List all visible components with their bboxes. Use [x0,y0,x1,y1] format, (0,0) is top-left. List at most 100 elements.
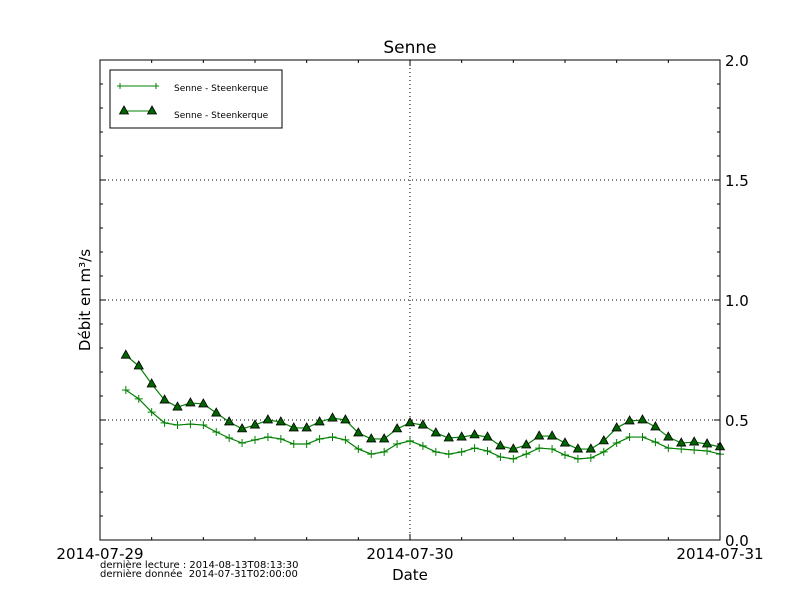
data-point-triangle [172,401,183,411]
data-point-plus [251,435,259,444]
data-point-plus [651,438,660,447]
y-tick-label: 2.0 [725,52,749,70]
data-point-triangle [404,417,416,427]
data-point-plus [522,450,531,459]
data-point-plus [561,451,569,460]
series-line-2 [125,354,721,450]
data-point-triangle [469,429,480,439]
data-point-triangle [533,430,545,440]
data-point-triangle [521,439,532,449]
data-point-triangle [249,419,261,429]
y-tick-label: 0.5 [725,412,749,430]
data-point-triangle [572,443,584,453]
data-point-triangle [495,440,506,450]
series-layer [120,349,726,463]
data-point-plus [483,446,492,455]
data-point-plus [263,433,272,442]
data-point-plus [302,440,311,448]
data-point-triangle [223,416,235,426]
data-point-triangle [676,437,687,447]
x-tick-label: 2014-07-31 [676,545,763,563]
data-point-triangle [443,432,454,442]
data-point-triangle [146,378,157,388]
data-point-triangle [701,438,713,448]
data-point-triangle [120,349,132,359]
data-point-triangle [301,422,312,432]
legend-marker-triangle [118,105,158,115]
data-point-plus [341,435,350,444]
data-point-plus [548,445,557,454]
data-point-triangle [133,360,144,370]
data-point-triangle [327,412,338,422]
y-axis-label: Débit en m³/s [76,249,94,351]
data-point-triangle [559,437,571,447]
data-point-plus [121,386,130,394]
data-point-plus [496,452,505,461]
data-point-triangle [236,423,248,433]
data-point-plus [638,433,647,442]
data-point-plus [315,434,324,443]
data-point-plus [238,439,247,448]
data-point-triangle [430,427,442,437]
data-point-plus [586,453,595,462]
data-point-triangle [159,394,170,404]
data-point-plus [509,454,518,463]
data-point-triangle [366,433,377,443]
data-point-triangle [598,435,609,445]
data-point-triangle [185,397,196,407]
data-point-plus [289,440,298,448]
data-point-plus [328,433,337,442]
data-point-plus [457,447,466,456]
data-point-plus [134,394,143,403]
y-tick-label: 0.0 [725,532,749,550]
data-point-plus [212,428,221,436]
data-point-triangle [611,422,622,432]
data-point-triangle [198,398,209,408]
data-point-triangle [378,433,390,443]
x-tick-label: 2014-07-30 [366,545,453,563]
data-point-plus [625,433,634,442]
last-data-note: dernière donnée 2014-07-31T02:00:00 [100,569,298,580]
data-point-triangle [508,443,519,453]
data-point-plus [276,434,285,443]
legend-label-2: Senne - Steenkerque [174,111,269,121]
data-point-plus [199,421,208,430]
y-tick-label: 1.5 [725,172,749,190]
data-point-plus [599,447,608,456]
data-point-triangle [546,430,558,440]
data-point-triangle [353,427,364,437]
data-point-triangle [637,414,648,424]
data-point-plus [173,421,182,430]
legend: Senne - Steenkerque Senne - Steenkerque [109,69,283,129]
last-read-note: dernière lecture : 2014-08-13T08:13:30 [100,560,299,571]
data-point-triangle [456,431,467,441]
grid [100,60,720,540]
data-point-plus [393,440,402,448]
data-point-plus [160,418,169,427]
data-point-triangle [624,415,635,425]
data-point-triangle [417,419,429,429]
data-point-triangle [688,436,700,446]
data-point-triangle [482,431,493,441]
data-point-triangle [262,414,274,424]
data-point-plus [690,446,699,454]
data-point-plus [612,439,621,448]
data-point-triangle [340,414,351,424]
data-point-plus [664,444,673,453]
data-point-triangle [211,407,222,417]
data-point-plus [444,450,453,459]
x-axis-label: Date [392,566,428,584]
data-point-plus [418,441,427,450]
data-point-plus [470,444,479,453]
y-tick-label: 1.0 [725,292,749,310]
data-point-plus [573,454,582,463]
legend-marker-plus [117,83,159,89]
data-point-plus [535,444,544,453]
data-point-plus [147,408,156,417]
data-point-plus [380,447,389,456]
data-point-triangle [391,423,403,433]
data-point-plus [186,420,195,429]
data-point-plus [406,436,414,445]
legend-label-1: Senne - Steenkerque [174,84,269,94]
